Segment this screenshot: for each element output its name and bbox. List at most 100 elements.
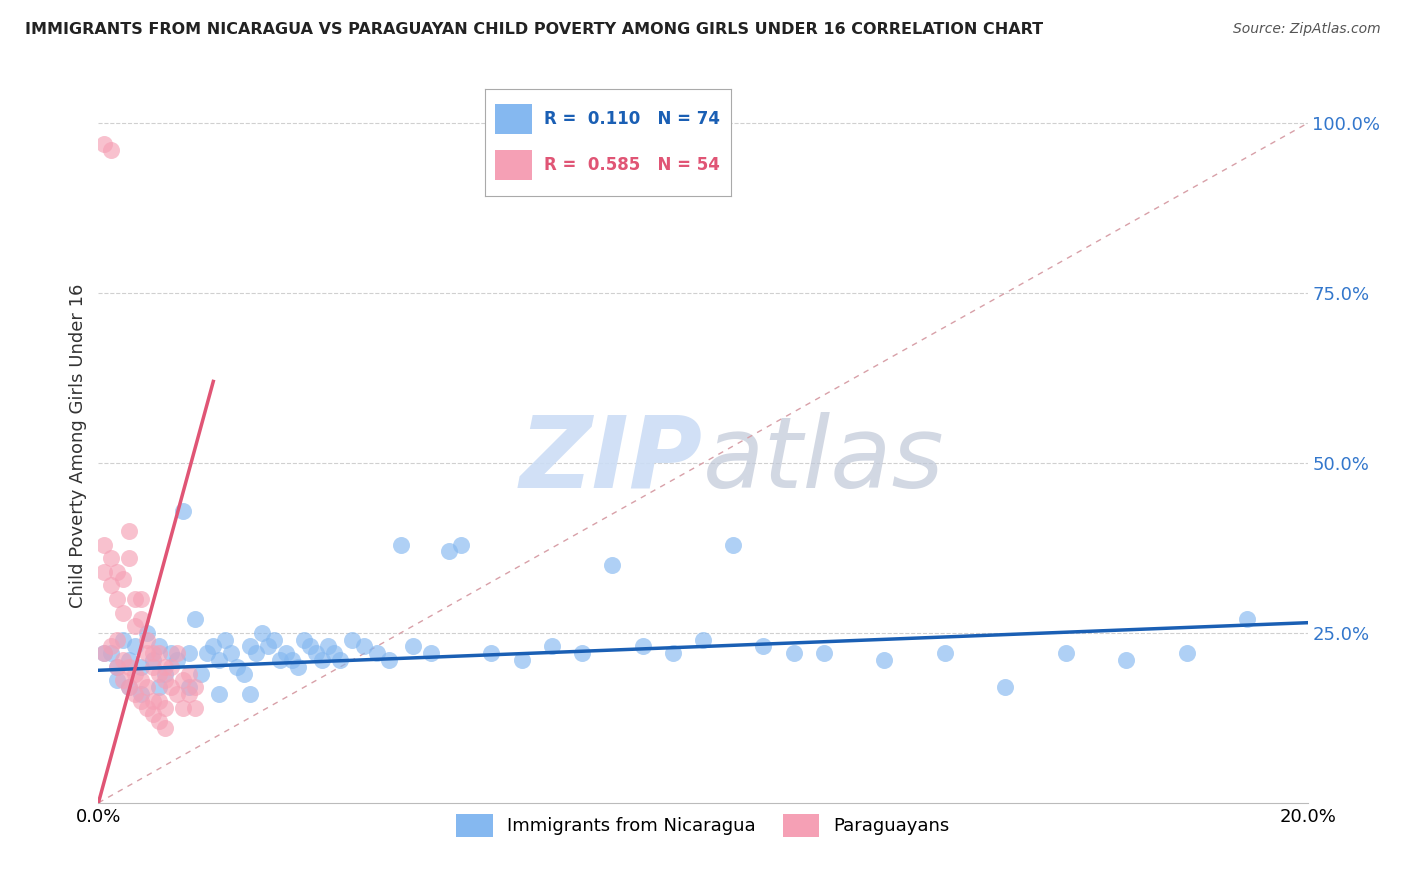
Point — [118, 524, 141, 538]
Point — [263, 632, 285, 647]
Point — [1236, 612, 1258, 626]
Point — [184, 700, 207, 714]
Point — [783, 646, 806, 660]
Bar — [495, 150, 531, 180]
Point — [190, 666, 212, 681]
Point — [166, 653, 188, 667]
Point — [389, 537, 412, 551]
Point — [153, 666, 176, 681]
Point — [353, 640, 375, 654]
Point — [179, 680, 201, 694]
Bar — [495, 104, 531, 134]
Point — [142, 694, 165, 708]
Point — [305, 646, 328, 660]
Point — [135, 626, 157, 640]
Point — [420, 646, 443, 660]
Point — [299, 640, 322, 654]
Point — [292, 632, 315, 647]
Point — [752, 640, 775, 654]
Point — [118, 680, 141, 694]
Point — [118, 680, 141, 694]
Point — [129, 660, 152, 674]
Point — [377, 653, 399, 667]
Point — [245, 646, 267, 660]
Point — [994, 680, 1017, 694]
Point — [93, 646, 115, 660]
Point — [450, 537, 472, 551]
Point — [124, 666, 146, 681]
Text: R =  0.110   N = 74: R = 0.110 N = 74 — [544, 111, 720, 128]
Point — [129, 687, 152, 701]
Point — [208, 653, 231, 667]
Point — [1054, 646, 1077, 660]
Text: IMMIGRANTS FROM NICARAGUA VS PARAGUAYAN CHILD POVERTY AMONG GIRLS UNDER 16 CORRE: IMMIGRANTS FROM NICARAGUA VS PARAGUAYAN … — [25, 22, 1043, 37]
Point — [129, 673, 152, 688]
Point — [723, 537, 745, 551]
Y-axis label: Child Poverty Among Girls Under 16: Child Poverty Among Girls Under 16 — [69, 284, 87, 608]
Text: atlas: atlas — [703, 412, 945, 508]
Point — [100, 551, 122, 566]
Point — [153, 660, 176, 674]
Point — [111, 572, 134, 586]
Point — [105, 673, 128, 688]
Point — [329, 653, 352, 667]
Point — [342, 632, 364, 647]
Point — [323, 646, 346, 660]
Point — [100, 578, 122, 592]
Point — [179, 646, 201, 660]
Point — [571, 646, 593, 660]
Point — [281, 653, 304, 667]
Point — [202, 640, 225, 654]
Point — [124, 687, 146, 701]
Point — [172, 673, 194, 688]
Point — [269, 653, 291, 667]
Text: ZIP: ZIP — [520, 412, 703, 508]
Point — [93, 646, 115, 660]
Point — [316, 640, 339, 654]
Point — [124, 619, 146, 633]
Point — [510, 653, 533, 667]
Point — [148, 640, 170, 654]
Point — [934, 646, 956, 660]
Point — [208, 687, 231, 701]
Point — [93, 136, 115, 151]
Point — [124, 591, 146, 606]
Point — [111, 632, 134, 647]
Point — [195, 646, 218, 660]
Point — [311, 653, 333, 667]
Point — [153, 700, 176, 714]
Point — [287, 660, 309, 674]
Point — [100, 640, 122, 654]
Point — [813, 646, 835, 660]
Point — [366, 646, 388, 660]
Point — [105, 632, 128, 647]
Point — [239, 687, 262, 701]
Point — [1175, 646, 1198, 660]
Point — [124, 640, 146, 654]
Point — [142, 646, 165, 660]
Point — [661, 646, 683, 660]
Text: R =  0.585   N = 54: R = 0.585 N = 54 — [544, 156, 720, 174]
Point — [142, 653, 165, 667]
Point — [135, 700, 157, 714]
Point — [179, 687, 201, 701]
Point — [184, 612, 207, 626]
Point — [118, 660, 141, 674]
Point — [402, 640, 425, 654]
Point — [105, 660, 128, 674]
Point — [873, 653, 896, 667]
Point — [105, 591, 128, 606]
Point — [481, 646, 503, 660]
Point — [179, 666, 201, 681]
Point — [602, 558, 624, 572]
Point — [105, 565, 128, 579]
Point — [239, 640, 262, 654]
Point — [631, 640, 654, 654]
Point — [221, 646, 243, 660]
Point — [129, 694, 152, 708]
Point — [160, 646, 183, 660]
Point — [692, 632, 714, 647]
Point — [111, 673, 134, 688]
Point — [160, 660, 183, 674]
Point — [232, 666, 254, 681]
